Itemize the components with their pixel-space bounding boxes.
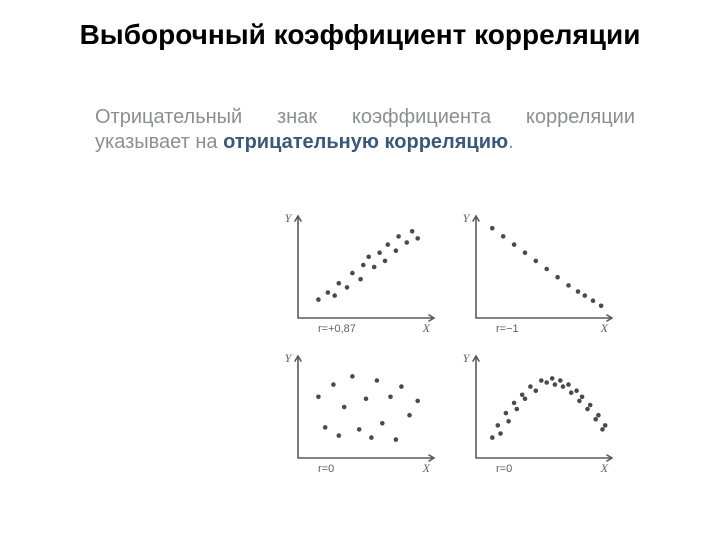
scatter-panel-1: Y Xr=−1: [458, 210, 618, 340]
slide-body: Отрицательный знак коэффициента корреляц…: [95, 105, 635, 155]
x-axis-label: X: [600, 461, 609, 475]
y-axis-label: Y: [463, 351, 471, 365]
r-value-label: r=0: [318, 463, 334, 475]
slide-title: Выборочный коэффициент корреляции: [0, 18, 720, 52]
body-tail: .: [508, 131, 514, 153]
y-axis-label: Y: [285, 211, 293, 225]
x-axis-label: X: [422, 321, 431, 335]
y-axis-label: Y: [463, 211, 471, 225]
x-axis-label: X: [600, 321, 609, 335]
slide-root: Выборочный коэффициент корреляции Отрица…: [0, 0, 720, 540]
r-value-label: r=+0,87: [318, 323, 356, 335]
y-axis-label: Y: [285, 351, 293, 365]
r-value-label: r=0: [496, 463, 512, 475]
r-value-label: r=−1: [496, 323, 519, 335]
x-axis-label: X: [422, 461, 431, 475]
scatter-panel-2: Y Xr=0: [280, 350, 440, 480]
body-emphasis: отрицательную корреляцию: [223, 131, 508, 153]
scatter-panel-3: Y Xr=0: [458, 350, 618, 480]
chart-grid: Y Xr=+0,87 Y Xr=−1 Y Xr=0 Y Xr=0: [280, 210, 620, 480]
scatter-panel-0: Y Xr=+0,87: [280, 210, 440, 340]
